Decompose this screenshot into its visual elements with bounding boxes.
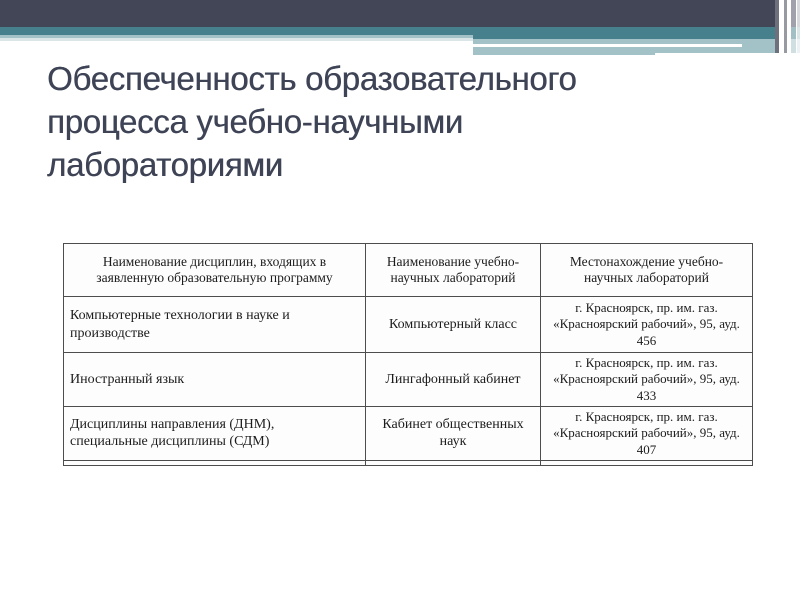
header-row: Наименование дисциплин, входящих в заявл…	[63, 243, 753, 297]
faded-teal-band	[791, 27, 796, 39]
cell-discipline: Иностранный язык	[63, 352, 366, 407]
banner-lower-light-band	[473, 47, 655, 55]
table-row: Компьютерные технологии в науке и произв…	[63, 296, 753, 353]
cell-text: Компьютерные технологии в науке и произв…	[70, 308, 290, 341]
cell-text: г. Красноярск, пр. им. газ. «Красноярски…	[553, 355, 740, 403]
top-banner	[0, 0, 800, 60]
cell-lab: Лингафонный кабинет	[365, 352, 541, 407]
cell-text: Дисциплины направления (ДНМ), специальны…	[70, 416, 275, 450]
banner-pinstripe-light	[784, 0, 787, 53]
column-header-disciplines: Наименование дисциплин, входящих в заявл…	[63, 243, 366, 297]
faded-teal-band	[797, 27, 800, 39]
cell-text: Компьютерный класс	[388, 316, 518, 332]
faded-light-band	[791, 39, 796, 53]
banner-dark-band	[0, 0, 775, 27]
banner-teal-band-right	[473, 27, 775, 39]
header-text: Местонахождение учебно-научных лаборатор…	[569, 253, 724, 285]
cell-lab: Кабинет общественных наук	[365, 406, 541, 461]
cell-text: г. Красноярск, пр. им. газ. «Красноярски…	[553, 409, 740, 457]
column-header-lab-name: Наименование учебно-научных лабораторий	[365, 243, 541, 297]
cell-text: Кабинет общественных наук	[382, 416, 524, 450]
empty-cell	[63, 459, 366, 466]
cell-location: г. Красноярск, пр. им. газ. «Красноярски…	[540, 296, 753, 353]
title-line-3: лабораториями	[47, 146, 283, 183]
faded-dark-band	[791, 0, 796, 27]
header-text: Наименование учебно-научных лабораторий	[386, 253, 520, 285]
empty-cell	[540, 459, 753, 466]
title-line-2: процесса учебно-научными	[47, 103, 463, 140]
labs-table-image: Наименование дисциплин, входящих в заявл…	[63, 243, 753, 466]
cell-discipline: Компьютерные технологии в науке и произв…	[63, 296, 366, 353]
banner-left-pale-stripe	[0, 38, 473, 41]
banner-right-light-band	[473, 39, 775, 44]
cell-text: Лингафонный кабинет	[385, 371, 521, 387]
cell-text: г. Красноярск, пр. им. газ. «Красноярски…	[553, 300, 740, 348]
banner-white-gap-line	[473, 44, 742, 47]
title-line-1: Обеспеченность образовательного	[47, 60, 577, 97]
banner-right-filler-band	[742, 44, 775, 53]
banner-left-light-stripe	[0, 35, 473, 38]
empty-cell	[365, 459, 541, 466]
cell-discipline: Дисциплины направления (ДНМ), специальны…	[63, 406, 366, 461]
faded-light-band	[797, 39, 800, 53]
banner-teal-band	[0, 27, 775, 35]
slide-title: Обеспеченность образовательного процесса…	[47, 57, 747, 186]
labs-table: Наименование дисциплин, входящих в заявл…	[63, 243, 753, 466]
empty-row	[63, 459, 753, 466]
cell-location: г. Красноярск, пр. им. газ. «Красноярски…	[540, 352, 753, 407]
header-text: Наименование дисциплин, входящих в заявл…	[96, 253, 333, 285]
column-header-lab-location: Местонахождение учебно-научных лаборатор…	[540, 243, 753, 297]
table-row: Дисциплины направления (ДНМ), специальны…	[63, 406, 753, 461]
cell-lab: Компьютерный класс	[365, 296, 541, 353]
banner-faded-band-column	[791, 0, 796, 53]
banner-lower-light-band-ext	[655, 47, 742, 53]
cell-text: Иностранный язык	[70, 371, 185, 387]
cell-location: г. Красноярск, пр. им. газ. «Красноярски…	[540, 406, 753, 461]
table-row: Иностранный язык Лингафонный кабинет г. …	[63, 352, 753, 407]
faded-dark-band	[797, 0, 800, 27]
banner-faded-band-column-edge	[797, 0, 800, 53]
banner-pinstripe-dark	[775, 0, 779, 53]
